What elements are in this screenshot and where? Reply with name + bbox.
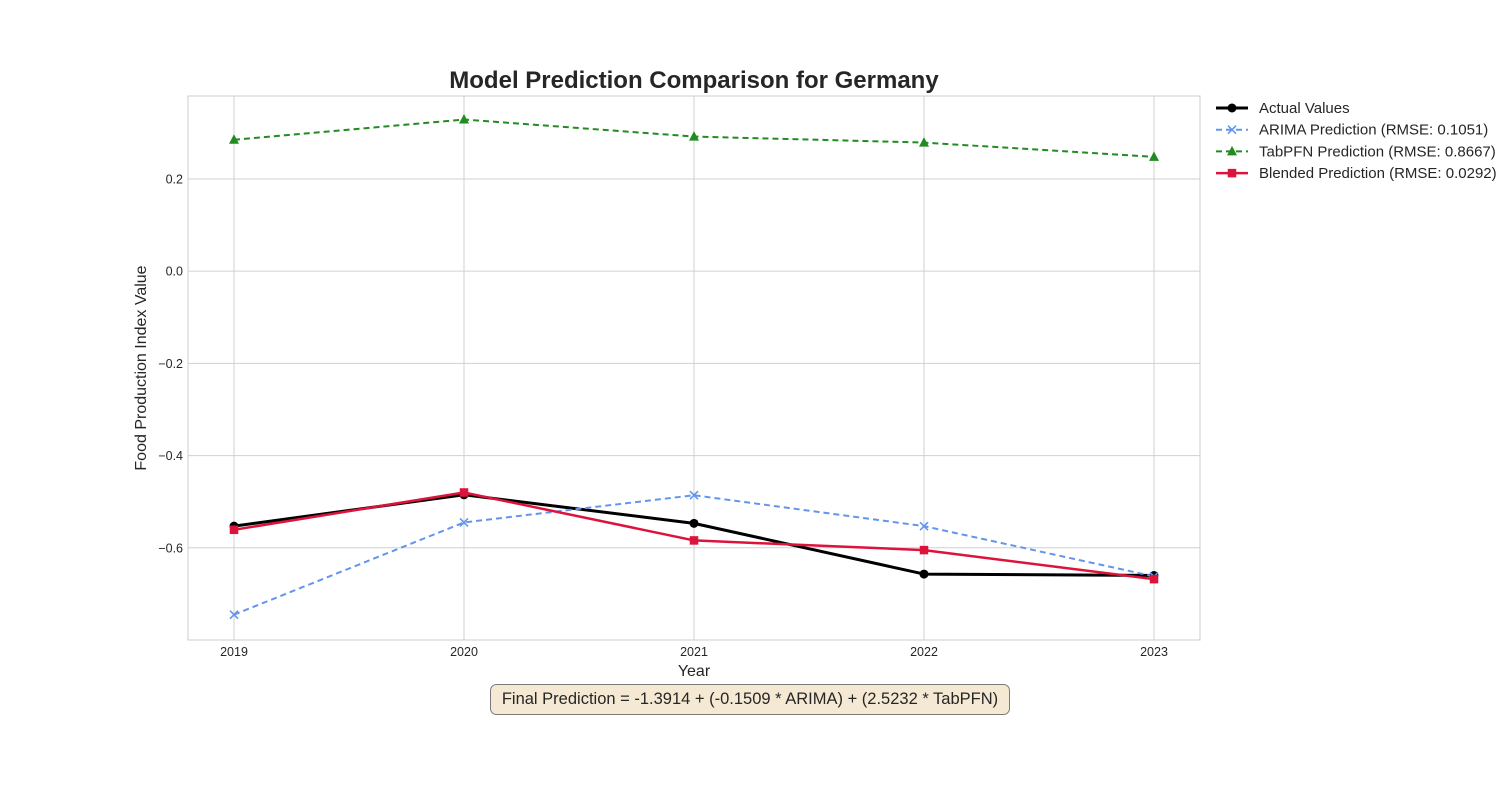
legend-item-actual-values: Actual Values xyxy=(1216,100,1350,117)
arima-prediction-point xyxy=(689,490,699,500)
blended-prediction-point xyxy=(689,536,699,545)
series-tabpfn-prediction xyxy=(229,114,1159,161)
x-tick-label: 2022 xyxy=(910,645,938,659)
legend-label: TabPFN Prediction (RMSE: 0.8667) xyxy=(1259,143,1496,160)
y-tick-labels: 0.2 0.0 −0.2 −0.4 −0.6 xyxy=(158,172,183,555)
blended-prediction-point xyxy=(1149,574,1159,584)
tabpfn-prediction-point xyxy=(459,114,469,124)
y-tick-label: 0.0 xyxy=(166,265,183,279)
arima-prediction-point xyxy=(229,610,239,620)
legend-marker xyxy=(1227,125,1237,135)
arima-prediction-line xyxy=(233,494,1155,616)
legend-item-tabpfn-prediction: TabPFN Prediction (RMSE: 0.8667) xyxy=(1216,143,1496,160)
y-tick-label: −0.6 xyxy=(158,541,183,555)
formula-box xyxy=(490,684,1010,715)
legend-label: ARIMA Prediction (RMSE: 0.1051) xyxy=(1259,122,1488,139)
x-tick-label: 2020 xyxy=(450,645,478,659)
legend-marker xyxy=(1227,145,1237,156)
blended-prediction-point xyxy=(919,545,929,555)
x-tick-label: 2023 xyxy=(1140,645,1168,659)
legend: Actual Values ARIMA Prediction (RMSE: 0.1… xyxy=(1216,100,1497,182)
legend-marker xyxy=(1227,103,1237,113)
chart-title: Model Prediction Comparison for Germany xyxy=(449,67,939,94)
x-tick-labels: 2019 2020 2021 2022 2023 xyxy=(220,645,1168,659)
tabpfn-prediction-point xyxy=(919,137,929,147)
formula-text: Final Prediction = -1.3914 + (-0.1509 * … xyxy=(502,690,998,708)
series-blended-prediction xyxy=(229,488,1159,584)
actual-values-point xyxy=(689,518,699,528)
legend-item-blended-prediction: Blended Prediction (RMSE: 0.0292) xyxy=(1216,165,1497,182)
arima-prediction-point xyxy=(919,521,929,531)
x-tick-label: 2021 xyxy=(680,645,708,659)
tabpfn-prediction-point xyxy=(689,131,699,141)
grid xyxy=(188,96,1200,640)
blended-prediction-point xyxy=(229,525,239,535)
actual-values-point xyxy=(919,569,929,579)
legend-label: Actual Values xyxy=(1259,100,1350,117)
tabpfn-prediction-point xyxy=(1149,151,1159,161)
series-layer xyxy=(229,114,1159,620)
y-tick-label: −0.2 xyxy=(158,357,183,371)
y-tick-label: 0.2 xyxy=(166,172,183,186)
blended-prediction-point xyxy=(459,488,469,497)
legend-label: Blended Prediction (RMSE: 0.0292) xyxy=(1259,165,1497,182)
x-axis-label: Year xyxy=(678,663,711,680)
x-tick-label: 2019 xyxy=(220,645,248,659)
tabpfn-prediction-point xyxy=(229,134,239,144)
arima-prediction-point xyxy=(459,517,469,528)
legend-item-arima-prediction: ARIMA Prediction (RMSE: 0.1051) xyxy=(1216,122,1488,139)
legend-marker xyxy=(1227,168,1237,178)
y-tick-label: −0.4 xyxy=(158,449,183,463)
formula-annotation: Final Prediction = -1.3914 + (-0.1509 * … xyxy=(490,684,1010,715)
plot-frame xyxy=(187,95,1201,641)
y-axis-label: Food Production Index Value xyxy=(133,265,150,470)
